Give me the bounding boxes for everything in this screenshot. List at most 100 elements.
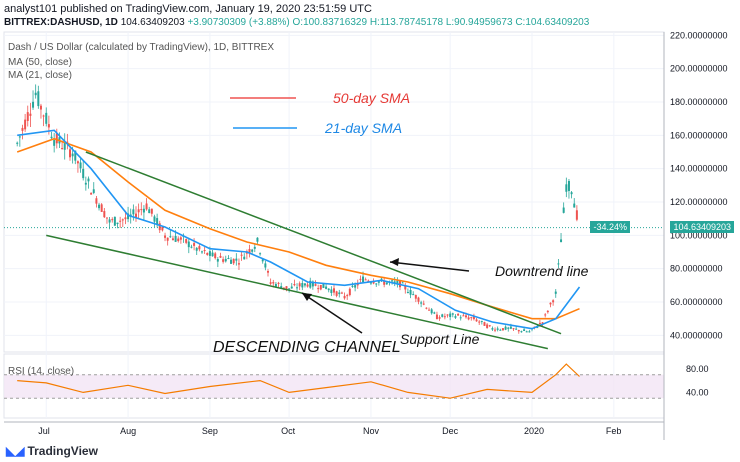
candle-body xyxy=(520,331,523,333)
candle-body xyxy=(306,284,309,287)
candle-body xyxy=(512,328,515,330)
candle-body xyxy=(293,284,296,286)
candle-body xyxy=(267,270,269,273)
tradingview-logo: ◣◢ TradingView xyxy=(6,444,98,458)
ma21-line xyxy=(17,129,581,330)
sma50-annotation: 50-day SMA xyxy=(333,90,411,106)
candle-body xyxy=(174,235,177,242)
candle-body xyxy=(404,285,407,290)
candle-body xyxy=(517,330,520,332)
candle-body xyxy=(501,328,504,331)
y-tick-label: 140.00000000 xyxy=(670,164,728,174)
candle-body xyxy=(208,251,211,256)
candle-body xyxy=(549,302,552,305)
candle-body xyxy=(409,289,412,295)
candle-body xyxy=(557,263,560,265)
candle-body xyxy=(113,216,116,226)
candle-body xyxy=(367,280,370,282)
candle-body xyxy=(298,283,301,287)
downtrend-line xyxy=(85,151,562,335)
candle-body xyxy=(148,209,151,214)
symbol-label: BITTREX:DASHUSD, 1D xyxy=(4,17,118,28)
support-annotation: Support Line xyxy=(400,331,480,347)
candle-body xyxy=(536,327,539,329)
candle-body xyxy=(150,208,153,214)
candle-body xyxy=(523,329,526,331)
candle-body xyxy=(327,288,330,291)
candle-body xyxy=(285,286,288,289)
sma21-annotation: 21-day SMA xyxy=(325,120,403,136)
pct-change-tag: -34.24% xyxy=(590,221,630,233)
candle-body xyxy=(499,329,502,331)
candle-body xyxy=(422,303,425,305)
candle-body xyxy=(504,326,507,330)
candle-body xyxy=(111,219,114,221)
candle-body xyxy=(428,309,431,311)
price-series xyxy=(16,84,578,334)
candle-body xyxy=(222,259,225,262)
candle-body xyxy=(546,310,549,313)
candle-body xyxy=(219,255,222,258)
candle-body xyxy=(156,218,159,225)
candle-body xyxy=(243,256,246,260)
x-tick-label: Dec xyxy=(442,426,459,436)
candle-body xyxy=(438,317,441,319)
annotation-arrows xyxy=(301,258,470,334)
candle-body xyxy=(187,241,190,248)
candle-body xyxy=(230,259,233,264)
brand-name: TradingView xyxy=(27,444,98,458)
candle-body xyxy=(21,127,24,131)
candle-body xyxy=(201,251,203,253)
candle-body xyxy=(443,316,446,318)
x-tick-label: Feb xyxy=(606,426,622,436)
candle-body xyxy=(45,112,48,124)
legend-ma50: MA (50, close) xyxy=(8,57,72,68)
candle-body xyxy=(296,287,299,289)
grid-lines xyxy=(3,31,665,419)
y-tick-label: 120.00000000 xyxy=(670,197,728,207)
candle-body xyxy=(454,316,457,318)
candle-body xyxy=(449,313,452,317)
candle-body xyxy=(541,322,544,325)
candle-body xyxy=(277,282,280,284)
trend-lines xyxy=(46,97,562,350)
candle-body xyxy=(525,331,528,333)
candle-body xyxy=(61,148,64,150)
candle-body xyxy=(575,210,578,220)
candle-body xyxy=(544,314,547,316)
axes: 220.00000000 200.00000000 180.00000000 160.… xyxy=(4,30,728,440)
candle-body xyxy=(319,284,322,290)
rsi-tick-label: 40.00 xyxy=(686,387,709,397)
candle-body xyxy=(567,181,570,192)
candle-body xyxy=(562,207,565,213)
candle-body xyxy=(92,189,95,193)
tradingview-icon: ◣◢ xyxy=(6,444,25,458)
candle-body xyxy=(161,227,164,231)
rsi-panel xyxy=(4,363,664,399)
candle-body xyxy=(391,280,394,282)
candle-body xyxy=(256,237,259,242)
candle-body xyxy=(237,263,240,265)
legend-rsi: RSI (14, close) xyxy=(8,366,75,377)
candle-body xyxy=(203,250,206,252)
y-tick-label: 80.00000000 xyxy=(670,264,723,274)
candle-body xyxy=(441,314,444,317)
candle-body xyxy=(494,329,497,331)
candle-body xyxy=(377,281,380,283)
candle-body xyxy=(311,281,314,287)
y-tick-label: 100.00000000 xyxy=(670,230,728,240)
candle-body xyxy=(140,209,143,211)
candle-body xyxy=(472,316,475,320)
chart-title: Dash / US Dollar (calculated by TradingV… xyxy=(8,42,275,53)
downtrend-annotation: Downtrend line xyxy=(495,263,589,279)
candle-body xyxy=(274,283,277,287)
candle-body xyxy=(108,219,111,223)
candle-body xyxy=(66,141,69,143)
candle-body xyxy=(282,287,285,289)
candle-body xyxy=(467,317,470,320)
rsi-line xyxy=(17,363,580,399)
ma50-line xyxy=(16,137,580,320)
x-tick-label: Nov xyxy=(363,426,380,436)
publish-line: analyst101 published on TradingView.com,… xyxy=(4,3,372,15)
